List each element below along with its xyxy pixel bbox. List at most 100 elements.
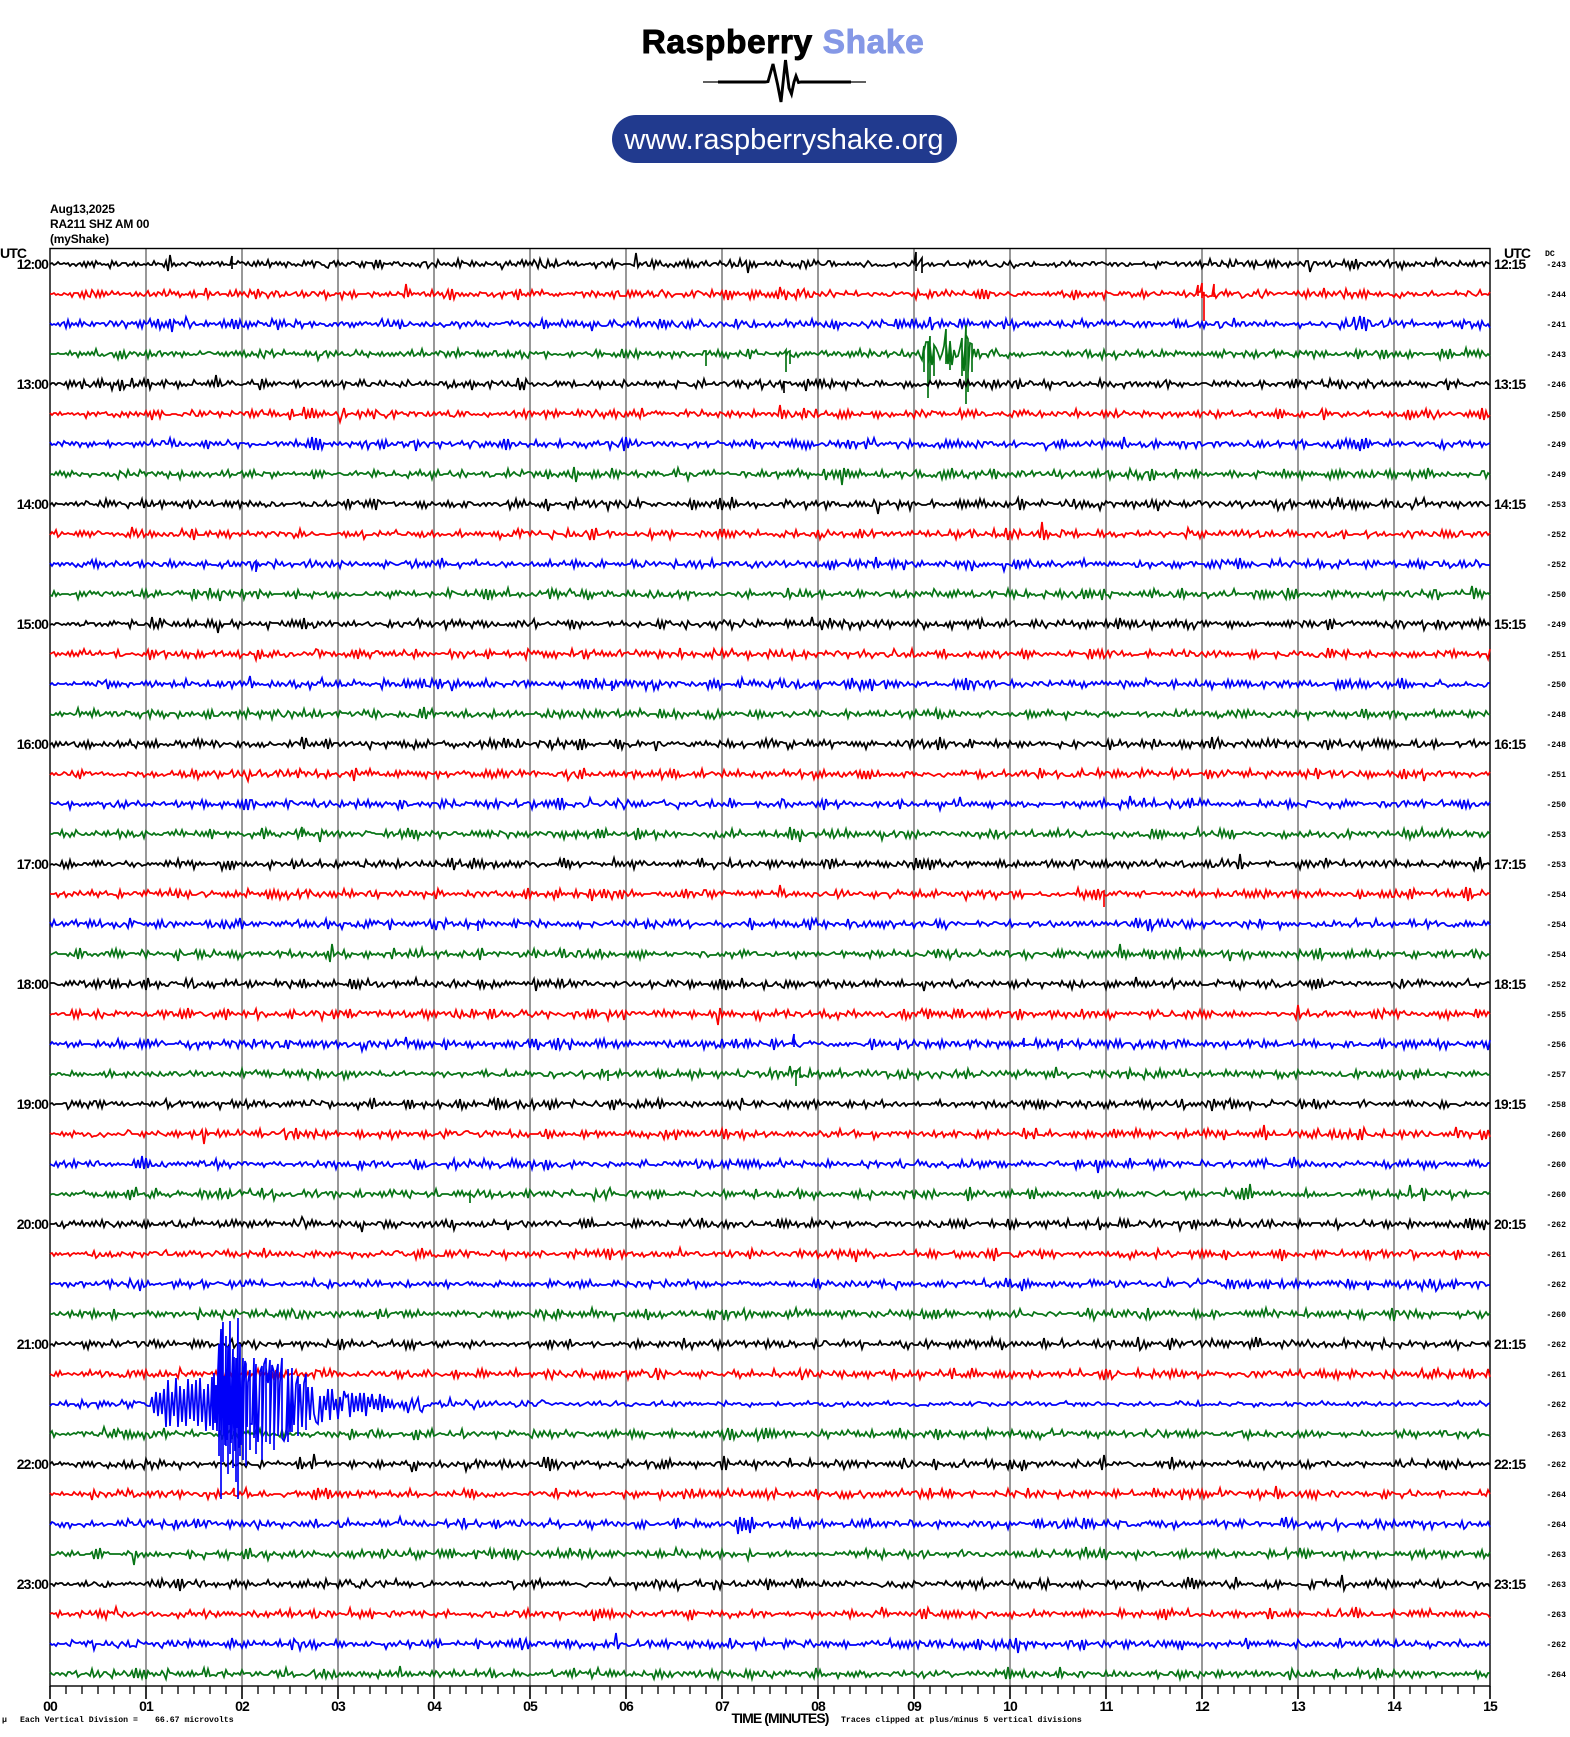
svg-text:-251: -251	[1546, 651, 1566, 660]
svg-text:-254: -254	[1546, 951, 1566, 960]
svg-text:12:15: 12:15	[1494, 256, 1526, 272]
svg-text:Each Vertical Division =: Each Vertical Division =	[20, 1715, 138, 1725]
svg-text:05: 05	[523, 1698, 538, 1714]
svg-text:-249: -249	[1546, 621, 1566, 630]
svg-text:-263: -263	[1546, 1431, 1566, 1440]
svg-text:DC: DC	[1545, 250, 1555, 259]
svg-text:08: 08	[811, 1698, 826, 1714]
svg-text:-250: -250	[1546, 801, 1566, 810]
svg-text:21:00: 21:00	[17, 1336, 49, 1352]
svg-text:22:15: 22:15	[1494, 1456, 1526, 1472]
svg-text:-243: -243	[1546, 351, 1566, 360]
svg-text:-246: -246	[1546, 381, 1566, 390]
svg-text:-251: -251	[1546, 771, 1566, 780]
svg-text:66.67 microvolts: 66.67 microvolts	[155, 1715, 234, 1725]
svg-text:Traces clipped at plus/minus 5: Traces clipped at plus/minus 5 vertical …	[841, 1715, 1082, 1725]
svg-text:-250: -250	[1546, 411, 1566, 420]
svg-text:-253: -253	[1546, 831, 1566, 840]
svg-text:-262: -262	[1546, 1401, 1566, 1410]
svg-text:14:15: 14:15	[1494, 496, 1526, 512]
svg-text:-255: -255	[1546, 1011, 1566, 1020]
svg-text:-243: -243	[1546, 261, 1566, 270]
svg-text:-260: -260	[1546, 1311, 1566, 1320]
svg-text:23:15: 23:15	[1494, 1576, 1526, 1592]
svg-text:22:00: 22:00	[17, 1456, 49, 1472]
svg-text:13:15: 13:15	[1494, 376, 1526, 392]
svg-text:19:00: 19:00	[17, 1096, 49, 1112]
svg-text:Raspberry Shake: Raspberry Shake	[642, 24, 925, 61]
svg-text:16:15: 16:15	[1494, 736, 1526, 752]
svg-text:03: 03	[331, 1698, 346, 1714]
svg-text:12: 12	[1195, 1698, 1210, 1714]
svg-text:TIME (MINUTES): TIME (MINUTES)	[731, 1710, 828, 1726]
svg-text:06: 06	[619, 1698, 634, 1714]
svg-text:-244: -244	[1546, 291, 1566, 300]
svg-text:00: 00	[43, 1698, 58, 1714]
svg-text:-262: -262	[1546, 1461, 1566, 1470]
svg-text:19:15: 19:15	[1494, 1096, 1526, 1112]
svg-text:-250: -250	[1546, 591, 1566, 600]
svg-text:-252: -252	[1546, 531, 1566, 540]
svg-text:17:15: 17:15	[1494, 856, 1526, 872]
svg-text:15: 15	[1483, 1698, 1498, 1714]
svg-text:www.raspberryshake.org: www.raspberryshake.org	[623, 124, 943, 156]
svg-text:15:00: 15:00	[17, 616, 49, 632]
svg-text:RA211 SHZ AM 00: RA211 SHZ AM 00	[50, 217, 150, 231]
svg-text:17:00: 17:00	[17, 856, 49, 872]
svg-text:-261: -261	[1546, 1371, 1566, 1380]
svg-text:-262: -262	[1546, 1641, 1566, 1650]
svg-text:UTC: UTC	[1504, 245, 1531, 261]
svg-text:-263: -263	[1546, 1551, 1566, 1560]
svg-text:16:00: 16:00	[17, 736, 49, 752]
svg-text:09: 09	[907, 1698, 922, 1714]
svg-text:15:15: 15:15	[1494, 616, 1526, 632]
svg-text:-262: -262	[1546, 1221, 1566, 1230]
svg-text:20:15: 20:15	[1494, 1216, 1526, 1232]
svg-text:-252: -252	[1546, 981, 1566, 990]
svg-text:-253: -253	[1546, 501, 1566, 510]
svg-text:14: 14	[1387, 1698, 1402, 1714]
svg-text:14:00: 14:00	[17, 496, 49, 512]
svg-text:-264: -264	[1546, 1491, 1566, 1500]
svg-text:-254: -254	[1546, 891, 1566, 900]
svg-text:-250: -250	[1546, 681, 1566, 690]
svg-text:18:00: 18:00	[17, 976, 49, 992]
svg-text:-261: -261	[1546, 1251, 1566, 1260]
svg-text:23:00: 23:00	[17, 1576, 49, 1592]
svg-text:-264: -264	[1546, 1671, 1566, 1680]
svg-text:-262: -262	[1546, 1341, 1566, 1350]
svg-text:-248: -248	[1546, 741, 1566, 750]
svg-text:-254: -254	[1546, 921, 1566, 930]
svg-text:-260: -260	[1546, 1161, 1566, 1170]
svg-text:01: 01	[139, 1698, 154, 1714]
svg-text:20:00: 20:00	[17, 1216, 49, 1232]
svg-text:(myShake): (myShake)	[50, 232, 109, 246]
svg-text:-262: -262	[1546, 1281, 1566, 1290]
svg-text:13:00: 13:00	[17, 376, 49, 392]
svg-text:Aug13,2025: Aug13,2025	[50, 202, 115, 216]
svg-text:-249: -249	[1546, 441, 1566, 450]
svg-text:-256: -256	[1546, 1041, 1566, 1050]
svg-text:UTC: UTC	[0, 245, 27, 261]
svg-text:10: 10	[1003, 1698, 1018, 1714]
svg-text:-253: -253	[1546, 861, 1566, 870]
svg-text:18:15: 18:15	[1494, 976, 1526, 992]
svg-text:21:15: 21:15	[1494, 1336, 1526, 1352]
svg-text:11: 11	[1100, 1698, 1114, 1714]
svg-text:-248: -248	[1546, 711, 1566, 720]
svg-text:μ: μ	[2, 1716, 7, 1725]
svg-text:12:00: 12:00	[17, 256, 49, 272]
svg-text:-260: -260	[1546, 1191, 1566, 1200]
svg-text:-258: -258	[1546, 1101, 1566, 1110]
svg-text:02: 02	[235, 1698, 250, 1714]
svg-text:07: 07	[715, 1698, 730, 1714]
svg-text:-264: -264	[1546, 1521, 1566, 1530]
svg-text:13: 13	[1291, 1698, 1306, 1714]
svg-text:04: 04	[427, 1698, 442, 1714]
svg-text:-252: -252	[1546, 561, 1566, 570]
svg-text:-257: -257	[1546, 1071, 1566, 1080]
svg-text:-241: -241	[1546, 321, 1566, 330]
svg-text:-260: -260	[1546, 1131, 1566, 1140]
svg-text:-263: -263	[1546, 1611, 1566, 1620]
svg-text:-263: -263	[1546, 1581, 1566, 1590]
